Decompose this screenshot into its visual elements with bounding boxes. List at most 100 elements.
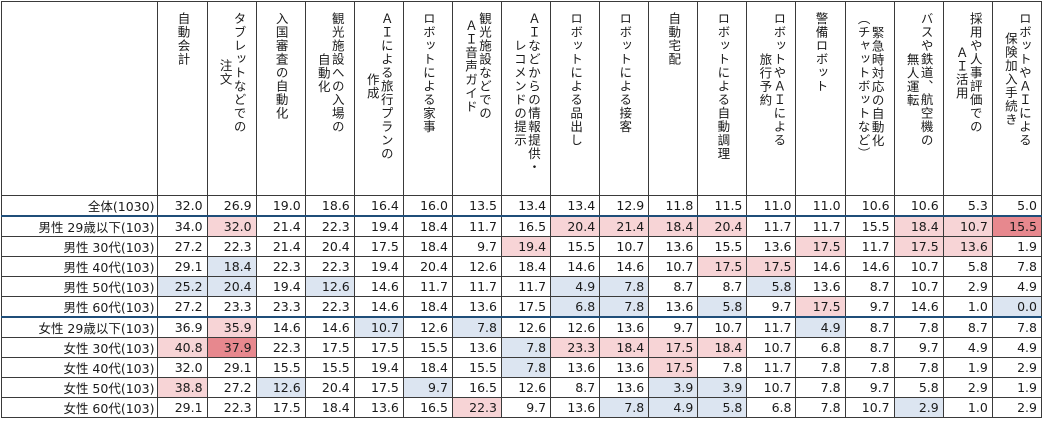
- value-cell: 4.9: [991, 337, 1043, 358]
- value-cell: 12.6: [304, 276, 355, 297]
- value-cell: 18.4: [599, 337, 650, 358]
- value-cell: 11.7: [746, 316, 797, 338]
- value-cell: 1.9: [991, 377, 1043, 398]
- value-cell: 11.7: [844, 236, 895, 257]
- value-cell: 27.2: [206, 377, 257, 398]
- column-header: 自動会計: [157, 1, 208, 196]
- value-cell: 17.5: [500, 296, 552, 318]
- column-header: ロボットやＡＩによる 保険加入手続き: [991, 1, 1043, 196]
- column-header-label: ロボットやＡＩによる 保険加入手続き: [1002, 12, 1032, 147]
- value-cell: 1.0: [942, 296, 993, 318]
- value-cell: 21.4: [599, 215, 650, 237]
- value-cell: 11.7: [451, 276, 503, 297]
- value-cell: 12.6: [255, 377, 306, 398]
- value-cell: 14.6: [550, 256, 601, 277]
- value-cell: 27.2: [157, 236, 208, 257]
- value-cell: 7.8: [599, 276, 650, 297]
- column-header: タブレットなどでの 注文: [206, 1, 257, 196]
- value-cell: 17.5: [353, 236, 404, 257]
- value-cell: 32.0: [157, 195, 208, 217]
- column-header-label: 入国審査の自動化: [273, 12, 289, 120]
- value-cell: 9.7: [844, 296, 895, 318]
- column-header-label: ロボットによる自動調理: [715, 12, 731, 161]
- value-cell: 10.7: [697, 316, 748, 338]
- value-cell: 9.7: [500, 397, 552, 418]
- table-row: 女性 40代(103) 32.0 29.1 15.5 15.5 19.4 18.4 15.5 7…: [0, 357, 1043, 378]
- value-cell: 14.6: [304, 316, 355, 338]
- value-cell: 12.6: [500, 377, 552, 398]
- value-cell: 18.4: [893, 215, 944, 237]
- value-cell: 17.5: [893, 236, 944, 257]
- value-cell: 36.9: [157, 316, 208, 338]
- value-cell: 22.3: [304, 215, 355, 237]
- column-header: 自動宅配: [648, 1, 699, 196]
- value-cell: 18.4: [304, 397, 355, 418]
- row-label: 男性 29歳以下(103): [0, 215, 159, 237]
- value-cell: 10.7: [648, 256, 699, 277]
- value-cell: 10.6: [844, 195, 895, 217]
- column-header-label: ロボットやＡＩによる 旅行予約: [757, 12, 787, 147]
- value-cell: 7.8: [599, 397, 650, 418]
- row-label: 女性 60代(103): [0, 397, 159, 418]
- value-cell: 16.0: [402, 195, 453, 217]
- value-cell: 9.7: [746, 296, 797, 318]
- value-cell: 13.6: [648, 236, 699, 257]
- value-cell: 18.4: [402, 357, 453, 378]
- value-cell: 19.4: [353, 215, 404, 237]
- value-cell: 11.7: [451, 215, 503, 237]
- value-cell: 7.8: [697, 357, 748, 378]
- value-cell: 13.6: [550, 357, 601, 378]
- row-label: 女性 30代(103): [0, 337, 159, 358]
- column-header-label: バスや鉄道、航空機の 無人運転: [904, 12, 934, 147]
- table-row: 男性 30代(103) 27.2 22.3 21.4 20.4 17.5 18.4 9.7 19…: [0, 236, 1043, 257]
- value-cell: 17.5: [648, 337, 699, 358]
- value-cell: 5.8: [942, 256, 993, 277]
- value-cell: 19.4: [353, 357, 404, 378]
- value-cell: 2.9: [942, 276, 993, 297]
- value-cell: 19.0: [255, 195, 306, 217]
- value-cell: 17.5: [697, 256, 748, 277]
- column-header: 採用や人事評価での ＡＩ活用: [942, 1, 993, 196]
- value-cell: 21.4: [255, 236, 306, 257]
- table-row: 女性 29歳以下(103) 36.9 35.9 14.6 14.6 10.7 12.6 7.8…: [0, 316, 1043, 338]
- value-cell: 13.6: [599, 316, 650, 338]
- value-cell: 7.8: [991, 316, 1043, 338]
- value-cell: 22.3: [206, 397, 257, 418]
- value-cell: 7.8: [893, 357, 944, 378]
- value-cell: 17.5: [353, 337, 404, 358]
- value-cell: 7.8: [795, 397, 846, 418]
- value-cell: 34.0: [157, 215, 208, 237]
- value-cell: 1.0: [942, 397, 993, 418]
- value-cell: 38.8: [157, 377, 208, 398]
- value-cell: 17.5: [648, 357, 699, 378]
- value-cell: 4.9: [648, 397, 699, 418]
- header-row: 自動会計 タブレットなどでの 注文 入国審査の自動化 観光施設への入場の 自動化 ＡＩに…: [0, 1, 1043, 196]
- value-cell: 18.4: [206, 256, 257, 277]
- column-header-label: ＡＩによる旅行プランの 作成: [364, 12, 394, 161]
- value-cell: 4.9: [550, 276, 601, 297]
- value-cell: 8.7: [844, 276, 895, 297]
- column-header-label: 採用や人事評価での ＡＩ活用: [953, 12, 983, 134]
- value-cell: 8.7: [942, 316, 993, 338]
- value-cell: 7.8: [500, 357, 552, 378]
- value-cell: 17.5: [746, 256, 797, 277]
- column-header: 観光施設などでの ＡＩ音声ガイド: [451, 1, 503, 196]
- value-cell: 14.6: [893, 296, 944, 318]
- value-cell: 11.7: [746, 215, 797, 237]
- value-cell: 13.4: [550, 195, 601, 217]
- value-cell: 40.8: [157, 337, 208, 358]
- row-label: 男性 40代(103): [0, 256, 159, 277]
- value-cell: 16.5: [402, 397, 453, 418]
- value-cell: 11.8: [648, 195, 699, 217]
- value-cell: 10.7: [893, 256, 944, 277]
- value-cell: 12.9: [599, 195, 650, 217]
- value-cell: 12.6: [550, 316, 601, 338]
- table-row: 男性 50代(103) 25.2 20.4 19.4 12.6 14.6 11.7 11.7 1…: [0, 276, 1043, 297]
- value-cell: 11.5: [697, 195, 748, 217]
- value-cell: 17.5: [795, 236, 846, 257]
- value-cell: 13.5: [451, 195, 503, 217]
- value-cell: 13.6: [746, 236, 797, 257]
- value-cell: 22.3: [304, 256, 355, 277]
- value-cell: 1.9: [991, 236, 1043, 257]
- row-label: 全体(1030): [0, 195, 159, 217]
